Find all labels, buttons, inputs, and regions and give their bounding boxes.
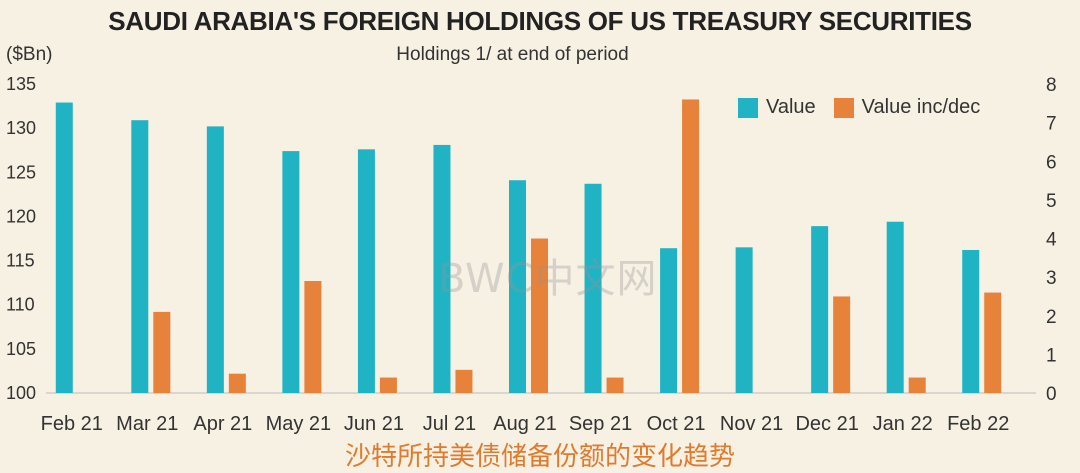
right-axis-tick-label: 8 [1046, 75, 1057, 96]
value-bar [660, 248, 678, 393]
legend-swatch-change [833, 97, 854, 118]
left-axis-tick-label: 120 [6, 206, 36, 226]
y-axis-unit-label: ($Bn) [6, 44, 53, 65]
legend-label-change: Value inc/dec [861, 96, 981, 118]
x-axis-tick-label: Apr 21 [193, 413, 252, 435]
right-axis-tick-label: 0 [1046, 384, 1057, 405]
left-axis-tick-label: 100 [6, 383, 36, 403]
change-bar [531, 238, 548, 393]
value-bar [357, 149, 375, 393]
change-bar [153, 311, 171, 393]
x-axis-tick-label: Jul 21 [423, 413, 476, 435]
x-axis-tick-label: Feb 21 [41, 413, 103, 435]
right-axis-tick-label: 5 [1046, 191, 1057, 212]
legend-label-value: Value [766, 96, 816, 118]
value-bar [886, 221, 904, 393]
legend-swatch-value [738, 97, 758, 118]
change-bar [379, 377, 397, 393]
x-axis-tick-label: Oct 21 [647, 413, 706, 435]
left-axis-tick-label: 130 [6, 118, 36, 138]
value-bar [206, 126, 224, 394]
chart-title: SAUDI ARABIA'S FOREIGN HOLDINGS OF US TR… [108, 6, 972, 36]
x-axis-tick-label: Nov 21 [720, 413, 783, 435]
x-axis-tick-label: Feb 22 [947, 413, 1009, 435]
right-axis-tick-label: 3 [1046, 268, 1057, 289]
change-bar [228, 373, 246, 393]
x-axis-tick-label: May 21 [266, 413, 332, 435]
change-bar [682, 99, 700, 393]
value-bar [735, 247, 753, 393]
value-bar [584, 183, 602, 393]
x-axis-tick-label: Sep 21 [569, 413, 632, 435]
change-bar [606, 377, 624, 393]
x-axis-tick-label: Mar 21 [116, 413, 178, 435]
value-bar [509, 180, 526, 393]
x-axis-tick-label: Jan 22 [873, 413, 933, 435]
left-axis-tick-label: 125 [6, 162, 36, 182]
change-bar [304, 280, 322, 393]
right-axis-tick-label: 1 [1046, 345, 1057, 366]
change-bar [908, 377, 926, 393]
value-bar [131, 120, 149, 393]
value-bar [962, 249, 980, 393]
value-bar [55, 102, 73, 393]
change-bar [833, 296, 851, 393]
x-axis-tick-label: Aug 21 [493, 413, 556, 435]
right-axis-tick-label: 2 [1046, 307, 1057, 328]
change-bar [455, 369, 473, 393]
left-axis-tick-label: 135 [6, 74, 36, 94]
value-bar [282, 151, 300, 393]
left-axis-tick-label: 105 [6, 339, 36, 359]
value-bar [811, 226, 829, 393]
chart-legend: Value Value inc/dec [738, 96, 998, 119]
right-axis-tick-label: 7 [1046, 114, 1057, 135]
left-axis-tick-label: 110 [6, 295, 35, 315]
value-bar [433, 144, 451, 393]
x-axis-tick-label: Jun 21 [344, 413, 404, 435]
change-bar [984, 292, 1002, 393]
left-axis-tick-label: 115 [6, 251, 35, 271]
right-axis-tick-label: 6 [1046, 152, 1057, 173]
right-axis-tick-label: 4 [1046, 230, 1057, 251]
chart-subtitle: Holdings 1/ at end of period [396, 44, 629, 65]
chart-caption: 沙特所持美债储备份额的变化趋势 [344, 442, 735, 472]
x-axis-tick-label: Dec 21 [795, 413, 858, 435]
watermark-text: BWC中文网 [438, 256, 658, 302]
